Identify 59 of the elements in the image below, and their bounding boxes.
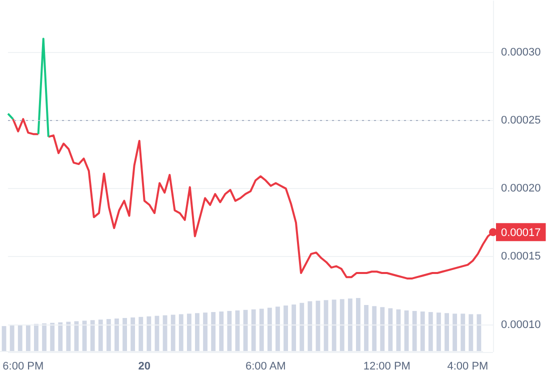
bar bbox=[452, 314, 458, 352]
bar bbox=[203, 312, 208, 352]
bar bbox=[308, 301, 312, 352]
bar bbox=[98, 320, 103, 352]
bar bbox=[146, 316, 152, 352]
bar bbox=[251, 309, 256, 352]
bar bbox=[444, 313, 449, 352]
y-tick-label: 0.00015 bbox=[501, 250, 541, 263]
bar bbox=[276, 306, 280, 352]
bar bbox=[186, 314, 192, 352]
bar bbox=[66, 322, 71, 352]
bar bbox=[50, 322, 55, 352]
x-tick-label: 6:00 AM bbox=[245, 360, 286, 373]
bar bbox=[428, 312, 433, 352]
bar bbox=[227, 310, 232, 352]
x-tick-label: 12:00 PM bbox=[363, 360, 410, 373]
y-tick-label: 0.00025 bbox=[501, 114, 541, 126]
bar bbox=[348, 298, 352, 352]
bar bbox=[106, 319, 111, 352]
bar bbox=[122, 318, 127, 352]
bar bbox=[372, 306, 377, 352]
bar bbox=[267, 308, 272, 352]
bar bbox=[34, 324, 38, 352]
bar bbox=[356, 298, 360, 352]
bar bbox=[388, 308, 393, 352]
bar bbox=[10, 326, 14, 352]
bar bbox=[300, 302, 304, 352]
bar bbox=[195, 313, 200, 352]
bar bbox=[340, 299, 344, 352]
bar bbox=[114, 318, 119, 352]
y-tick-label: 0.00010 bbox=[501, 318, 541, 331]
x-tick-label: 6:00 PM bbox=[2, 360, 44, 373]
bar bbox=[380, 307, 385, 352]
bar bbox=[420, 312, 425, 352]
bar bbox=[42, 323, 46, 352]
y-tick-label: 0.00030 bbox=[501, 46, 541, 58]
bar bbox=[284, 306, 288, 352]
bar bbox=[259, 308, 264, 352]
bar bbox=[364, 305, 368, 352]
bar bbox=[460, 314, 466, 352]
x-tick-label: 4:00 PM bbox=[447, 360, 488, 373]
bar bbox=[26, 324, 30, 352]
bar bbox=[468, 314, 474, 352]
bar bbox=[178, 314, 184, 352]
bar bbox=[412, 310, 417, 352]
y-tick-label: 0.00020 bbox=[501, 182, 541, 195]
bar bbox=[58, 322, 63, 352]
bar bbox=[130, 317, 136, 352]
bar bbox=[90, 320, 95, 352]
x-tick-label: 20 bbox=[138, 360, 151, 373]
bar bbox=[211, 312, 216, 352]
bar bbox=[292, 304, 296, 352]
bar bbox=[18, 325, 22, 352]
bar bbox=[138, 316, 144, 352]
bar bbox=[219, 312, 224, 352]
bar bbox=[170, 314, 176, 352]
text: 0.00017 bbox=[501, 227, 541, 240]
bar bbox=[436, 312, 441, 352]
bar bbox=[332, 300, 336, 352]
